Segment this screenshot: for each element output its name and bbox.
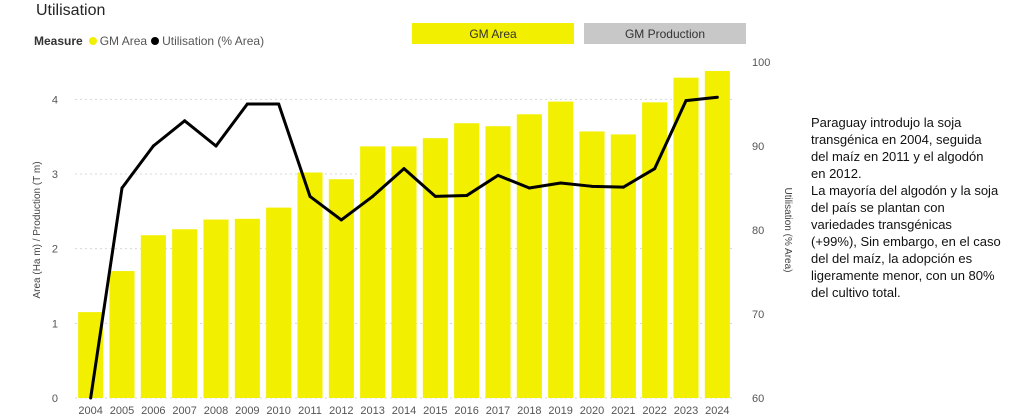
bar-2014 bbox=[391, 146, 417, 398]
bar-2021 bbox=[610, 134, 636, 398]
y-tick-label: 3 bbox=[52, 169, 58, 181]
utilisation-point-2018 bbox=[527, 186, 531, 190]
x-tick-label: 2016 bbox=[454, 405, 478, 417]
bar-2024 bbox=[704, 70, 730, 399]
x-tick-label: 2006 bbox=[141, 405, 165, 417]
legend-text-gm-area: GM Area bbox=[99, 34, 148, 48]
x-tick-label: 2020 bbox=[580, 405, 604, 417]
bar-2023 bbox=[673, 77, 699, 399]
y2-tick-label: 100 bbox=[752, 57, 770, 69]
bar-2010 bbox=[266, 207, 292, 398]
x-tick-label: 2013 bbox=[360, 405, 384, 417]
utilisation-point-2013 bbox=[371, 194, 375, 198]
utilisation-point-2021 bbox=[621, 185, 625, 189]
bar-2005 bbox=[109, 271, 135, 398]
x-tick-label: 2007 bbox=[172, 405, 196, 417]
x-tick-label: 2012 bbox=[329, 405, 353, 417]
bar-2012 bbox=[328, 179, 354, 398]
utilisation-point-2005 bbox=[120, 186, 124, 190]
utilisation-point-2015 bbox=[433, 194, 437, 198]
tab-gm-area[interactable]: GM Area bbox=[412, 23, 574, 44]
y-axis-label: Area (Ha m) / Production (T m) bbox=[32, 161, 43, 298]
utilisation-point-2020 bbox=[590, 184, 594, 188]
bar-2019 bbox=[548, 101, 574, 398]
y2-tick-label: 60 bbox=[752, 393, 764, 405]
utilisation-point-2004 bbox=[89, 396, 93, 400]
legend-label: Measure bbox=[34, 34, 83, 48]
bar-2011 bbox=[297, 172, 323, 398]
y2-tick-label: 80 bbox=[752, 225, 764, 237]
legend-item-utilisation[interactable]: Utilisation (% Area) bbox=[151, 34, 264, 48]
utilisation-point-2016 bbox=[465, 194, 469, 198]
bar-2017 bbox=[485, 126, 511, 399]
y-tick-label: 1 bbox=[52, 318, 58, 330]
x-tick-label: 2008 bbox=[204, 405, 228, 417]
x-tick-label: 2014 bbox=[392, 405, 416, 417]
bar-2008 bbox=[203, 219, 229, 398]
y2-axis-label: Utilisation (% Area) bbox=[782, 187, 793, 272]
x-tick-label: 2017 bbox=[486, 405, 510, 417]
tab-gm-production[interactable]: GM Production bbox=[584, 23, 746, 44]
bar-2007 bbox=[172, 229, 198, 398]
y-tick-label: 4 bbox=[52, 94, 58, 106]
utilisation-point-2012 bbox=[339, 218, 343, 222]
legend-text-utilisation: Utilisation (% Area) bbox=[162, 34, 265, 48]
note-paragraph-1: Paraguay introdujo la soja transgénica e… bbox=[811, 115, 984, 181]
utilisation-point-2006 bbox=[151, 144, 155, 148]
legend: Measure GM Area Utilisation (% Area) bbox=[34, 34, 268, 48]
x-tick-label: 2023 bbox=[674, 405, 698, 417]
y2-tick-label: 90 bbox=[752, 141, 764, 153]
bar-2004 bbox=[78, 312, 104, 398]
bar-2009 bbox=[234, 218, 260, 398]
x-tick-label: 2015 bbox=[423, 405, 447, 417]
y-tick-label: 2 bbox=[52, 244, 58, 256]
x-tick-label: 2005 bbox=[110, 405, 134, 417]
x-tick-label: 2019 bbox=[548, 405, 572, 417]
bar-2016 bbox=[454, 123, 480, 398]
x-tick-label: 2018 bbox=[517, 405, 541, 417]
y-tick-label: 0 bbox=[52, 393, 58, 405]
legend-item-gm-area[interactable]: GM Area bbox=[88, 34, 148, 48]
bar-2013 bbox=[360, 146, 386, 398]
utilisation-point-2019 bbox=[559, 181, 563, 185]
x-tick-label: 2010 bbox=[266, 405, 290, 417]
chart-title: Utilisation bbox=[36, 2, 106, 19]
utilisation-point-2007 bbox=[183, 119, 187, 123]
bar-2006 bbox=[140, 235, 166, 398]
x-tick-label: 2011 bbox=[298, 405, 322, 417]
x-tick-label: 2022 bbox=[642, 405, 666, 417]
x-tick-label: 2021 bbox=[611, 405, 635, 417]
utilisation-point-2011 bbox=[308, 194, 312, 198]
utilisation-point-2024 bbox=[715, 95, 719, 99]
annotation-note: Paraguay introdujo la soja transgénica e… bbox=[811, 114, 1001, 301]
x-tick-label: 2024 bbox=[705, 405, 729, 417]
legend-dot-gm-area bbox=[88, 37, 97, 45]
x-tick-label: 2004 bbox=[78, 405, 102, 417]
legend-dot-utilisation bbox=[151, 37, 160, 45]
note-paragraph-2: La mayoría del algodón y la soja del paí… bbox=[811, 183, 1001, 300]
utilisation-point-2023 bbox=[684, 99, 688, 103]
x-tick-label: 2009 bbox=[235, 405, 259, 417]
bar-2020 bbox=[579, 131, 605, 398]
utilisation-point-2022 bbox=[653, 167, 657, 171]
bar-2015 bbox=[422, 138, 448, 398]
bar-2018 bbox=[516, 114, 542, 399]
utilisation-point-2010 bbox=[277, 102, 281, 106]
utilisation-point-2017 bbox=[496, 173, 500, 177]
y2-tick-label: 70 bbox=[752, 309, 764, 321]
utilisation-point-2009 bbox=[245, 102, 249, 106]
utilisation-point-2008 bbox=[214, 144, 218, 148]
utilisation-point-2014 bbox=[402, 167, 406, 171]
